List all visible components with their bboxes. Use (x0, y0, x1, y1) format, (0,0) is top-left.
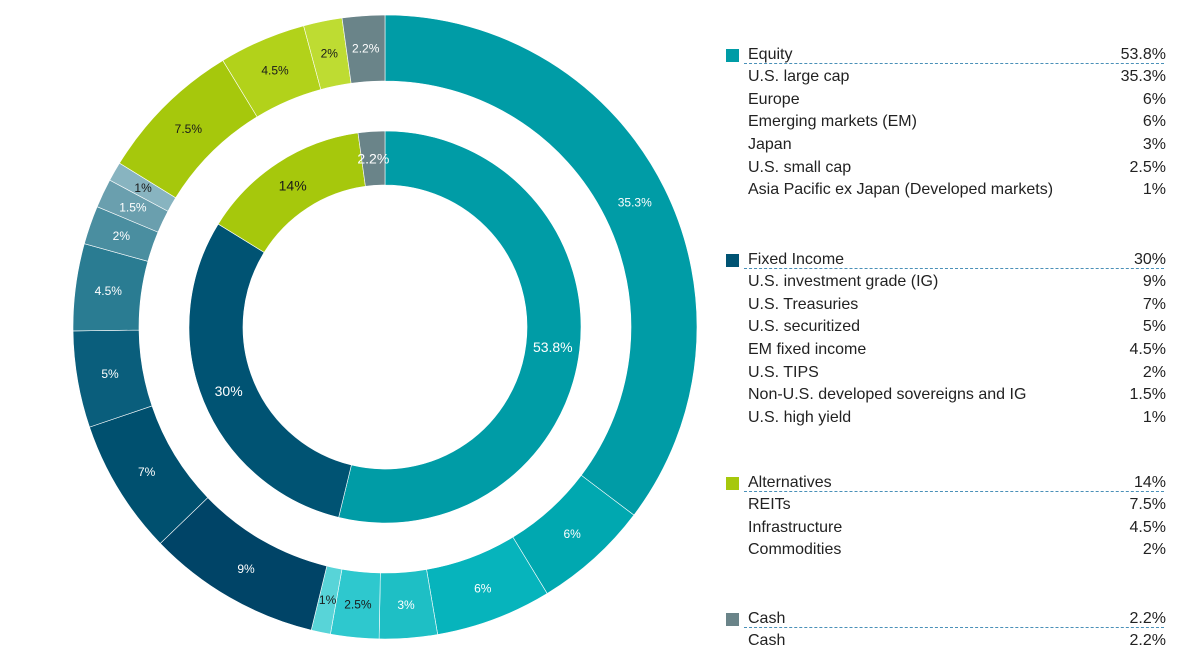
allocation-donut-chart: 53.8% 30% 14% 2.2% 35.3% 6% 6% 3% 2.5% 1% 9% 7% 5% 4.… (72, 14, 698, 640)
slice-label-outer-10: 2% (113, 229, 131, 243)
legend-item: Japan 3% (726, 134, 1166, 157)
legend-item-value: 1% (1142, 181, 1166, 199)
legend-item-label: Japan (748, 136, 792, 154)
slice-label-outer-14: 4.5% (261, 64, 289, 78)
slice-label-outer-9: 4.5% (95, 284, 123, 298)
slice-label-outer-12: 1% (134, 181, 152, 195)
legend-item-value: 6% (1142, 113, 1166, 131)
legend-item-value: 2.5% (1129, 158, 1166, 176)
legend-item-value: 35.3% (1120, 68, 1166, 86)
slice-label-outer-11: 1.5% (119, 200, 147, 214)
slice-label-outer-1: 6% (563, 527, 581, 541)
slice-label-outer-7: 7% (138, 465, 156, 479)
legend-item-label: Infrastructure (748, 518, 843, 536)
legend-item-value: 3% (1142, 136, 1166, 154)
legend-item-label: Commodities (748, 541, 842, 559)
legend-swatch (726, 612, 739, 626)
legend-item: Emerging markets (EM) 6% (726, 111, 1166, 134)
legend-item-label: U.S. small cap (748, 158, 852, 176)
slice-inner-3 (357, 130, 386, 187)
slice-label-outer-13: 7.5% (175, 122, 203, 136)
legend-swatch (726, 476, 739, 490)
legend-item: Cash 2.2% (726, 630, 1166, 653)
slice-inner-1 (188, 223, 352, 518)
legend-group-alternatives: Alternatives 14% REITs 7.5% Infrastructure 4.… (726, 472, 1166, 562)
legend-group-label: Equity (748, 46, 793, 63)
legend-item-label: Emerging markets (EM) (748, 113, 917, 131)
legend-item-value: 2% (1142, 541, 1166, 559)
legend-item: U.S. small cap 2.5% (726, 156, 1166, 179)
slice-outer-0 (384, 14, 698, 516)
legend-item-label: U.S. Treasuries (748, 295, 859, 313)
legend-swatch (726, 48, 739, 62)
slice-label-inner-2: 14% (279, 177, 307, 193)
slice-label-outer-5: 1% (319, 593, 337, 607)
legend-item-label: REITs (748, 496, 791, 514)
legend-group-value: 14% (1133, 474, 1166, 491)
legend-group-label: Fixed Income (748, 251, 845, 268)
legend-group-header: Equity 53.8% (726, 44, 1166, 66)
legend-item: U.S. high yield 1% (726, 407, 1166, 430)
legend-item: U.S. TIPS 2% (726, 361, 1166, 384)
legend-group-value: 53.8% (1120, 46, 1166, 63)
slice-outer-16 (341, 14, 386, 84)
legend-group-fixed-income: Fixed Income 30% U.S. investment grade (IG… (726, 249, 1166, 429)
slice-label-outer-6: 9% (237, 562, 255, 576)
slice-label-inner-0: 53.8% (533, 339, 573, 355)
legend-item-value: 1.5% (1129, 386, 1166, 404)
legend-item-label: Non-U.S. developed sovereigns and IG (748, 386, 1027, 404)
slice-label-outer-8: 5% (101, 367, 119, 381)
legend-item: U.S. large cap 35.3% (726, 66, 1166, 89)
slice-label-inner-1: 30% (215, 383, 243, 399)
legend-group-cash: Cash 2.2% Cash 2.2% (726, 608, 1166, 653)
legend-item: Non-U.S. developed sovereigns and IG 1.5% (726, 384, 1166, 407)
legend-item-value: 5% (1142, 318, 1166, 336)
legend-item-label: EM fixed income (748, 341, 867, 359)
legend-item-value: 4.5% (1129, 518, 1166, 536)
legend-item-value: 9% (1142, 273, 1166, 291)
legend-item-label: Europe (748, 90, 800, 108)
legend-item: EM fixed income 4.5% (726, 339, 1166, 362)
slice-label-outer-3: 3% (397, 598, 415, 612)
legend-group-header: Fixed Income 30% (726, 249, 1166, 271)
slice-label-outer-15: 2% (321, 47, 339, 61)
slice-label-inner-3: 2.2% (357, 150, 389, 166)
slice-inner-0 (338, 130, 582, 524)
legend-item-label: U.S. securitized (748, 318, 861, 336)
legend-item-label: Asia Pacific ex Japan (Developed markets… (748, 181, 1054, 199)
legend-item-label: U.S. high yield (748, 408, 852, 426)
legend-item-value: 7% (1142, 295, 1166, 313)
legend-item: U.S. securitized 5% (726, 316, 1166, 339)
legend-swatch (726, 253, 739, 267)
legend-item-value: 2.2% (1129, 632, 1166, 650)
slice-label-outer-4: 2.5% (344, 598, 372, 612)
legend-group-value: 30% (1133, 251, 1166, 268)
legend-item: Europe 6% (726, 89, 1166, 112)
legend-item: Asia Pacific ex Japan (Developed markets… (726, 179, 1166, 202)
legend-item-value: 7.5% (1129, 496, 1166, 514)
legend-item: REITs 7.5% (726, 494, 1166, 517)
legend-group-header: Cash 2.2% (726, 608, 1166, 630)
legend-group-label: Alternatives (748, 474, 832, 491)
legend-item-label: U.S. TIPS (748, 363, 819, 381)
slice-label-outer-0: 35.3% (618, 196, 652, 210)
legend-item-label: U.S. large cap (748, 68, 850, 86)
slice-label-outer-2: 6% (474, 581, 492, 595)
legend-item-value: 1% (1142, 408, 1166, 426)
slice-label-outer-16: 2.2% (352, 42, 380, 56)
legend-item: Infrastructure 4.5% (726, 517, 1166, 540)
legend-item: U.S. Treasuries 7% (726, 294, 1166, 317)
legend-group-value: 2.2% (1129, 610, 1166, 627)
legend-item-label: U.S. investment grade (IG) (748, 273, 939, 291)
legend-item-value: 6% (1142, 90, 1166, 108)
legend-item-value: 2% (1142, 363, 1166, 381)
legend-group-equity: Equity 53.8% U.S. large cap 35.3% Europe 6% Em… (726, 44, 1166, 202)
legend-item-value: 4.5% (1129, 341, 1166, 359)
legend-item-label: Cash (748, 632, 786, 650)
legend-group-label: Cash (748, 610, 786, 627)
legend-item: Commodities 2% (726, 539, 1166, 562)
legend-item: U.S. investment grade (IG) 9% (726, 271, 1166, 294)
legend-group-header: Alternatives 14% (726, 472, 1166, 494)
